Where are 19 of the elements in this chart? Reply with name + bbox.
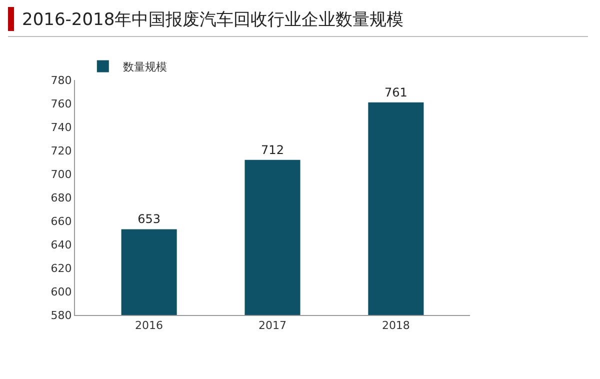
data-label: 712 — [261, 142, 284, 157]
y-tick-label: 720 — [50, 144, 72, 158]
y-tick-label: 740 — [50, 120, 72, 134]
y-tick-label: 780 — [50, 74, 72, 87]
x-tick-label: 2017 — [258, 319, 286, 332]
chart-title: 2016-2018年中国报废汽车回收行业企业数量规模 — [22, 8, 404, 30]
legend-label: 数量规模 — [122, 60, 167, 74]
y-tick-label: 700 — [50, 168, 72, 181]
y-tick-label: 620 — [50, 262, 72, 275]
y-tick-label: 680 — [50, 191, 72, 204]
x-tick-label: 2018 — [382, 319, 410, 332]
x-tick-label: 2016 — [135, 319, 164, 332]
y-tick-label: 600 — [50, 285, 72, 298]
y-tick-label: 580 — [50, 308, 72, 322]
y-tick-label: 760 — [50, 97, 72, 110]
data-label: 653 — [138, 212, 161, 226]
data-label: 761 — [384, 85, 408, 100]
y-tick-label: 640 — [50, 238, 72, 252]
y-tick-label: 660 — [50, 214, 72, 228]
